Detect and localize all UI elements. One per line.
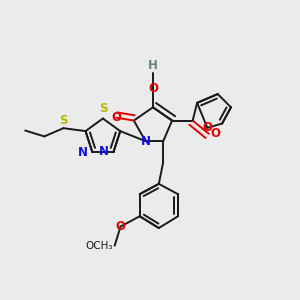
Text: O: O (148, 82, 158, 95)
Text: O: O (116, 220, 126, 233)
Text: H: H (148, 59, 158, 72)
Text: N: N (141, 135, 151, 148)
Text: O: O (202, 122, 212, 134)
Text: O: O (111, 111, 121, 124)
Text: S: S (99, 102, 107, 115)
Text: S: S (59, 114, 68, 127)
Text: OCH₃: OCH₃ (86, 241, 113, 251)
Text: N: N (78, 146, 88, 160)
Text: N: N (99, 145, 109, 158)
Text: O: O (210, 127, 220, 140)
